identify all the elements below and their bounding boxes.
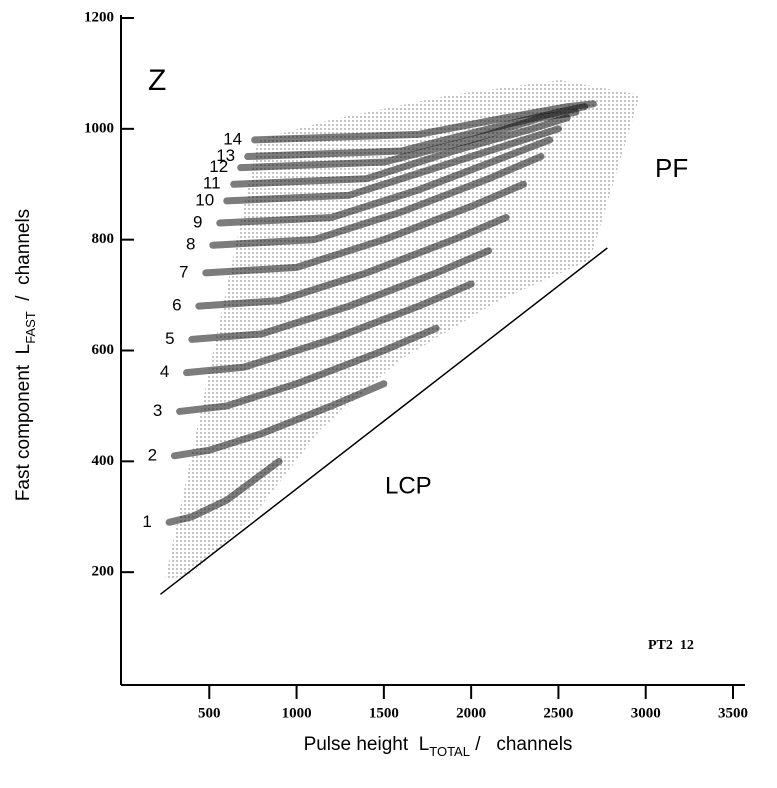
z-label: 11 <box>203 174 221 193</box>
y-tick-label: 800 <box>92 231 115 247</box>
x-tick-label: 1000 <box>282 705 312 721</box>
z-ridge <box>251 100 597 144</box>
y-axis-title: Fast component LFAST / channels <box>13 209 38 501</box>
y-label: Fast component L <box>13 344 34 501</box>
z-ridge <box>183 280 475 377</box>
z-label: 8 <box>186 235 195 254</box>
y-tick-label: 1200 <box>84 9 114 25</box>
z-label: 12 <box>209 157 228 176</box>
y-label-end: / channels <box>13 209 34 311</box>
z-ridge <box>170 380 388 460</box>
z-label: 5 <box>165 329 174 348</box>
z-label: 14 <box>223 129 242 148</box>
density-cloud <box>165 80 640 580</box>
z-label: 6 <box>172 296 181 315</box>
annotation: Z <box>148 64 166 97</box>
y-tick-label: 600 <box>92 342 115 358</box>
z-ridge <box>216 136 554 227</box>
x-tick-label: 1500 <box>369 705 399 721</box>
x-tick-label: 3500 <box>718 705 748 721</box>
z-label: 3 <box>153 401 162 420</box>
y-tick-label: 1000 <box>84 120 114 136</box>
x-label-sub: TOTAL <box>429 744 470 759</box>
annotation: LCP <box>385 472 432 499</box>
y-tick-label: 400 <box>92 453 115 469</box>
z-label: 9 <box>193 213 202 232</box>
z-label: 1 <box>142 512 151 531</box>
z-label: 13 <box>216 146 235 165</box>
x-tick-label: 2000 <box>456 705 486 721</box>
z-label: 4 <box>160 362 169 381</box>
z-label: 7 <box>179 262 188 281</box>
z-ridge <box>176 324 440 415</box>
z-ridge <box>223 125 562 205</box>
x-label-end: / channels <box>470 734 572 755</box>
x-axis-title: Pulse height LTOTAL / channels <box>304 734 573 759</box>
x-tick-label: 3000 <box>631 705 661 721</box>
z-ridge <box>209 153 545 249</box>
annotation: PT2 12 <box>648 638 694 653</box>
z-label: 10 <box>195 190 214 209</box>
z-ridge <box>188 247 493 343</box>
z-ridge <box>195 214 510 310</box>
z-ridge <box>202 180 528 277</box>
boundary-line <box>159 247 608 595</box>
x-label: Pulse height L <box>304 734 430 755</box>
z-ridge <box>244 103 589 161</box>
z-ridge <box>230 114 571 188</box>
x-tick-label: 500 <box>198 705 221 721</box>
x-tick-label: 2500 <box>543 705 573 721</box>
y-label-sub: FAST <box>23 311 38 344</box>
y-tick-label: 200 <box>92 564 115 580</box>
z-ridge <box>165 457 283 526</box>
z-label: 2 <box>148 445 157 464</box>
annotation: PF <box>655 153 688 183</box>
